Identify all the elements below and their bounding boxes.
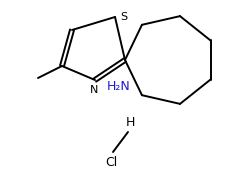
Text: S: S bbox=[120, 12, 127, 22]
Text: Cl: Cl bbox=[105, 156, 117, 169]
Text: H: H bbox=[125, 116, 135, 129]
Text: H₂N: H₂N bbox=[107, 80, 131, 93]
Text: N: N bbox=[90, 85, 98, 95]
